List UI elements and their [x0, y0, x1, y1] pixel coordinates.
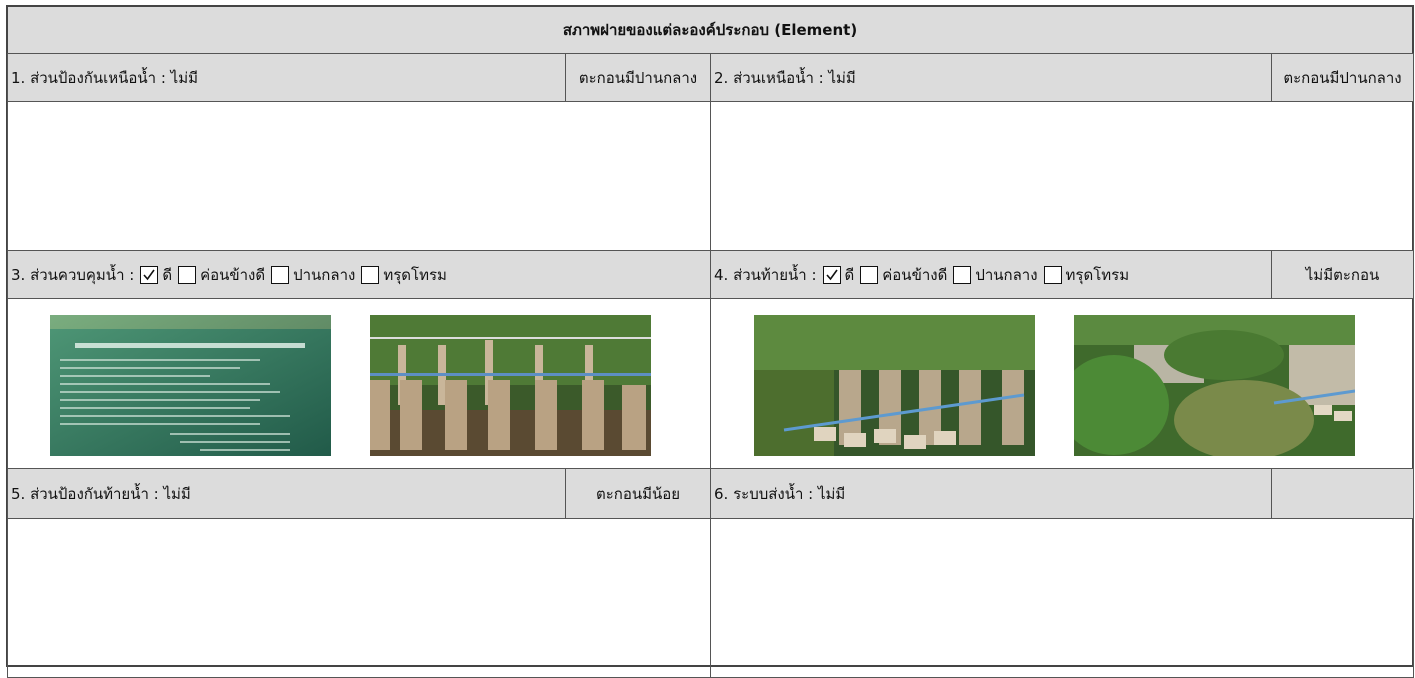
- option-text: ค่อนข้างดี: [200, 265, 266, 284]
- label-text: 4. ส่วนท้ายน้ำ :: [714, 265, 817, 284]
- section-tag: ตะกอนมีปานกลาง: [1271, 53, 1414, 102]
- weir-photo: [754, 315, 1035, 456]
- option-text: ทรุดโทรม: [383, 265, 447, 284]
- label-text: 5. ส่วนป้องกันท้ายน้ำ : ไม่มี: [11, 484, 191, 503]
- check-mark: [143, 269, 155, 280]
- section-tag: ตะกอนมีปานกลาง: [565, 53, 711, 102]
- checkbox[interactable]: [178, 265, 197, 284]
- section-label: 1. ส่วนป้องกันเหนือน้ำ : ไม่มี: [7, 53, 566, 102]
- checkbox[interactable]: [1043, 265, 1062, 284]
- section-label: 4. ส่วนท้ายน้ำ : ดี ค่อนข้างดี ปานกลาง ท…: [710, 250, 1272, 299]
- checkbox[interactable]: [953, 265, 972, 284]
- table-title: สภาพฝายของแต่ละองค์ประกอบ (Element): [6, 5, 1414, 54]
- label-text: 2. ส่วนเหนือน้ำ : ไม่มี: [714, 68, 856, 87]
- section-tag: ตะกอนมีน้อย: [565, 468, 711, 519]
- option-text: ดี: [844, 265, 855, 284]
- check-stroke: [143, 269, 155, 280]
- option-text: ดี: [162, 265, 173, 284]
- section-tag: ไม่มีตะกอน: [1271, 250, 1414, 299]
- tag-text: ตะกอนมีปานกลาง: [1283, 68, 1402, 87]
- checkbox[interactable]: [361, 265, 380, 284]
- label-text: 6. ระบบส่งน้ำ : ไม่มี: [714, 484, 846, 503]
- check-stroke: [825, 269, 838, 280]
- title-text: สภาพฝายของแต่ละองค์ประกอบ (Element): [562, 21, 858, 39]
- option-text: ปานกลาง: [975, 265, 1038, 284]
- check-mark: [825, 269, 838, 280]
- photo-area: [7, 518, 711, 678]
- checkbox[interactable]: [860, 265, 879, 284]
- weir-photo: [370, 315, 651, 456]
- photo-area: [710, 101, 1414, 251]
- label-text: 1. ส่วนป้องกันเหนือน้ำ : ไม่มี: [11, 68, 198, 87]
- option-text: ทรุดโทรม: [1065, 265, 1130, 284]
- section-tag: [1271, 468, 1414, 519]
- label-text: 3. ส่วนควบคุมน้ำ :: [11, 265, 135, 284]
- section-label: 3. ส่วนควบคุมน้ำ : ดี ค่อนข้างดี ปานกลาง…: [7, 250, 711, 299]
- tag-text: ไม่มีตะกอน: [1305, 265, 1380, 284]
- sign-photo: [50, 315, 331, 456]
- section-label: 6. ระบบส่งน้ำ : ไม่มี: [710, 468, 1272, 519]
- section-label: 2. ส่วนเหนือน้ำ : ไม่มี: [710, 53, 1272, 102]
- option-text: ค่อนข้างดี: [882, 265, 948, 284]
- tag-text: ตะกอนมีปานกลาง: [578, 68, 698, 87]
- checkbox[interactable]: [822, 265, 841, 284]
- option-text: ปานกลาง: [293, 265, 356, 284]
- checkbox[interactable]: [140, 265, 159, 284]
- photo-area: [7, 101, 711, 251]
- section-label: 5. ส่วนป้องกันท้ายน้ำ : ไม่มี: [7, 468, 566, 519]
- photo-area: [710, 518, 1414, 678]
- weir-photo: [1074, 315, 1355, 456]
- checkbox[interactable]: [271, 265, 290, 284]
- tag-text: ตะกอนมีน้อย: [595, 484, 681, 503]
